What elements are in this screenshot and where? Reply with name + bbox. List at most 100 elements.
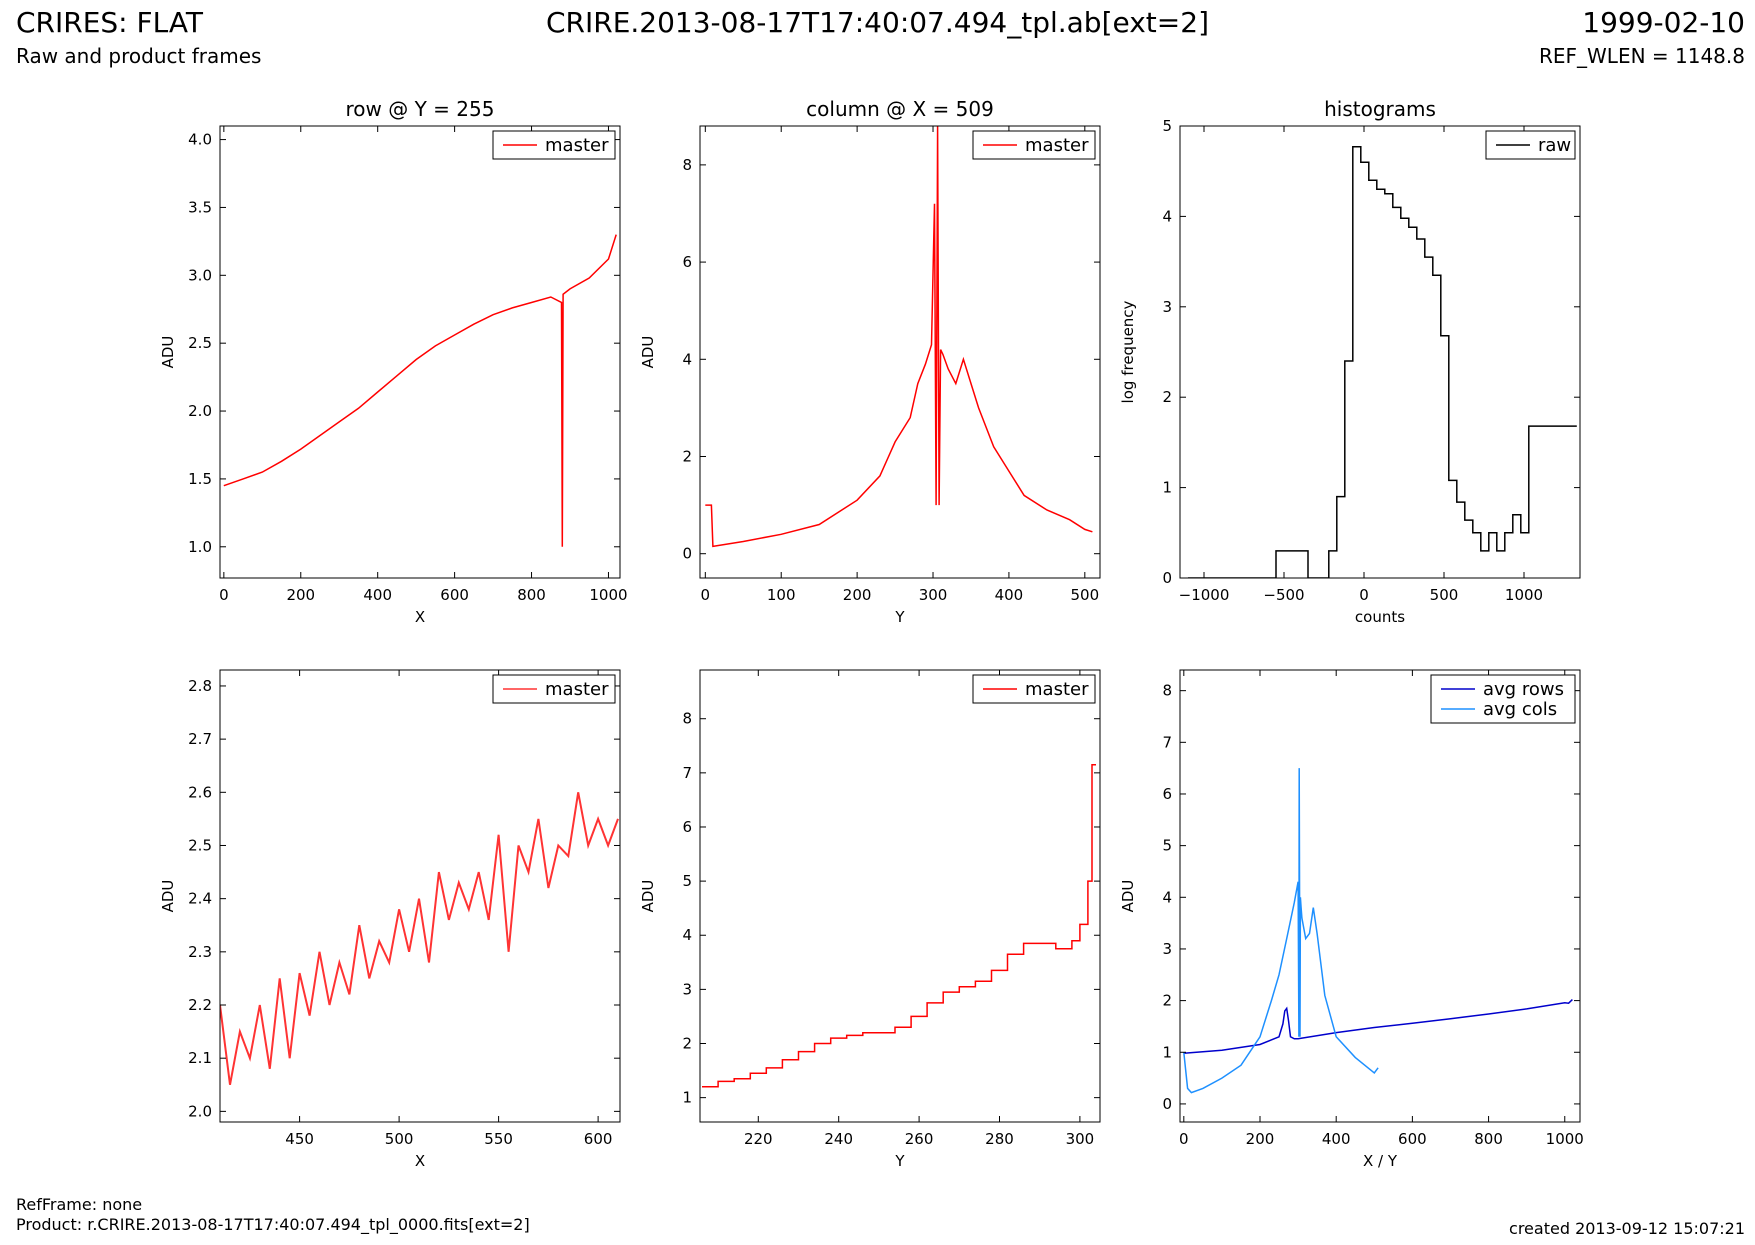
x-tick-label: 600 (1398, 1130, 1427, 1148)
x-axis-label: X (415, 608, 425, 626)
legend: master (492, 674, 616, 704)
x-tick-label: 450 (285, 1130, 314, 1148)
y-tick-label: 6 (682, 818, 692, 836)
y-tick-label: 2.0 (188, 1102, 212, 1120)
chart-row-zoom: 450 500 550 600 2.0 2.1 2.2 2.3 2.4 2.5 2.6 2.7 2.8 X… (159, 669, 621, 1170)
x-tick-label: 280 (985, 1130, 1014, 1148)
y-tick-label: 1 (1162, 479, 1172, 497)
chart-title: column @ X = 509 (806, 97, 994, 121)
legend-box (1430, 674, 1576, 724)
y-tick-label: 5 (1162, 837, 1172, 855)
y-tick-label: 1 (1162, 1043, 1172, 1061)
legend-label: master (1025, 135, 1089, 156)
x-tick-label: 200 (843, 586, 872, 604)
product-label: Product: r.CRIRE.2013-08-17T17:40:07.494… (16, 1215, 530, 1234)
legend: master (972, 130, 1096, 160)
chart-column-zoom: 220 240 260 280 300 1 2 3 4 5 6 7 8 Y ADU master (639, 669, 1101, 1170)
legend-label: avg cols (1483, 699, 1557, 720)
y-tick-label: 2.5 (188, 836, 212, 854)
y-tick-label: 0 (682, 545, 692, 563)
x-tick-label: 600 (584, 1130, 613, 1148)
x-tick-label: 1000 (1505, 586, 1543, 604)
series-line-master (702, 763, 1096, 1088)
series-line-master (705, 126, 1093, 548)
page-subtitle: Raw and product frames (16, 44, 262, 68)
y-tick-label: 0 (1162, 569, 1172, 587)
y-tick-label: 3 (1162, 940, 1172, 958)
plot-frame (699, 125, 1101, 579)
x-tick-label: 400 (995, 586, 1024, 604)
y-tick-label: 4.0 (188, 131, 212, 149)
x-tick-label: 200 (1246, 1130, 1275, 1148)
x-tick-label: 500 (1430, 586, 1459, 604)
y-tick-label: 4 (682, 926, 692, 944)
ref-wlen-label: REF_WLEN = 1148.8 (1538, 44, 1745, 68)
legend-label: master (545, 679, 609, 700)
x-tick-label: 500 (385, 1130, 414, 1148)
y-tick-label: 7 (682, 764, 692, 782)
y-tick-label: 2.0 (188, 402, 212, 420)
y-tick-label: 3 (682, 980, 692, 998)
y-tick-label: 2 (682, 1035, 692, 1053)
y-tick-label: 5 (1162, 117, 1172, 135)
x-tick-label: 0 (1179, 1130, 1189, 1148)
legend-label: avg rows (1483, 679, 1564, 700)
chart-histograms: −1000 −500 0 500 1000 0 1 2 3 4 5 histograms counts l… (1119, 97, 1581, 626)
x-tick-label: 200 (286, 586, 315, 604)
x-tick-label: 0 (701, 586, 711, 604)
series-line-avg-rows (1183, 999, 1573, 1055)
y-axis-label: log frequency (1119, 300, 1137, 403)
y-tick-label: 2.7 (188, 730, 212, 748)
plot-frame (1179, 125, 1581, 579)
series-line-avg-cols (1183, 768, 1379, 1094)
y-tick-label: 6 (682, 253, 692, 271)
x-tick-label: 1000 (589, 586, 627, 604)
frame-title: CRIRE.2013-08-17T17:40:07.494_tpl.ab[ext… (545, 6, 1209, 39)
series-line-master (223, 234, 617, 547)
page-title: CRIRES: FLAT (16, 6, 203, 39)
x-tick-label: 600 (440, 586, 469, 604)
y-tick-label: 2 (1162, 388, 1172, 406)
plot-frame (1179, 669, 1581, 1123)
y-axis-label: ADU (639, 336, 657, 369)
y-tick-label: 7 (1162, 733, 1172, 751)
y-tick-label: 1.0 (188, 538, 212, 556)
legend-label: raw (1538, 135, 1571, 156)
chart-title: row @ Y = 255 (346, 97, 495, 121)
legend: master (492, 130, 616, 160)
series-line-raw (1188, 146, 1577, 578)
y-tick-label: 4 (1162, 207, 1172, 225)
x-tick-label: 260 (905, 1130, 934, 1148)
legend: master (972, 674, 1096, 704)
y-tick-label: 2.2 (188, 996, 212, 1014)
plot-frame (699, 669, 1101, 1123)
y-tick-label: 4 (682, 350, 692, 368)
y-tick-label: 5 (682, 872, 692, 890)
y-tick-label: 2.6 (188, 783, 212, 801)
y-tick-label: 2.4 (188, 890, 212, 908)
plot-frame (219, 669, 621, 1123)
x-tick-label: 300 (1066, 1130, 1095, 1148)
x-axis-label: counts (1355, 608, 1405, 626)
x-tick-label: 800 (517, 586, 546, 604)
x-tick-label: 400 (1322, 1130, 1351, 1148)
series-line-master (220, 792, 619, 1085)
x-tick-label: 240 (824, 1130, 853, 1148)
y-tick-label: 2 (1162, 992, 1172, 1010)
x-tick-label: −500 (1263, 586, 1304, 604)
y-tick-label: 8 (682, 710, 692, 728)
y-tick-label: 1.5 (188, 470, 212, 488)
x-axis-label: Y (894, 608, 905, 626)
plot-frame (219, 125, 621, 579)
y-tick-label: 2.5 (188, 334, 212, 352)
x-tick-label: 220 (744, 1130, 773, 1148)
chart-column-full: 0 100 200 300 400 500 0 2 4 6 8 column @ X = 509 Y AD… (639, 97, 1101, 626)
y-tick-label: 0 (1162, 1095, 1172, 1113)
x-tick-label: 800 (1474, 1130, 1503, 1148)
legend: raw (1485, 130, 1576, 160)
chart-averages: 0 200 400 600 800 1000 0 1 2 3 4 5 6 7 8 X / Y ADU avg ro… (1119, 669, 1584, 1170)
y-tick-label: 2.8 (188, 677, 212, 695)
x-tick-label: 0 (1359, 586, 1369, 604)
